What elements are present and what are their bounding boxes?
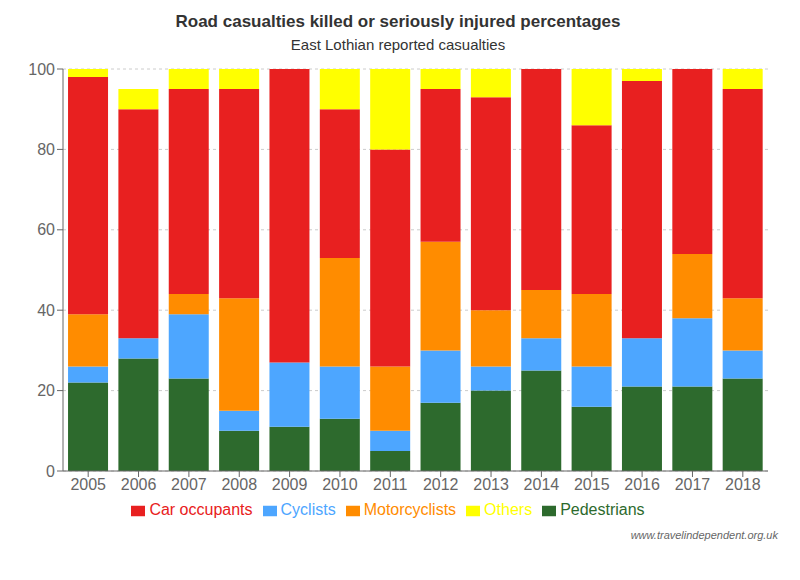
svg-text:2014: 2014 xyxy=(524,476,560,493)
html-text:Motorcyclists: Motorcyclists xyxy=(363,501,457,518)
html-text:Road casualties killed or seri: Road casualties killed or seriously inju… xyxy=(175,12,621,31)
svg-text:2012: 2012 xyxy=(423,476,459,493)
svg-text:2011: 2011 xyxy=(373,476,408,493)
svg-text:2016: 2016 xyxy=(624,476,660,493)
svg-text:2008: 2008 xyxy=(221,476,257,493)
svg-text:2013: 2013 xyxy=(473,476,509,493)
svg-text:100: 100 xyxy=(28,61,55,78)
svg-text:80: 80 xyxy=(37,141,55,158)
svg-text:60: 60 xyxy=(37,221,55,238)
svg-text:20: 20 xyxy=(37,382,55,399)
html-text:Car occupants: Car occupants xyxy=(149,501,253,518)
svg-text:2015: 2015 xyxy=(574,476,610,493)
svg-text:0: 0 xyxy=(46,463,55,480)
svg-text:2009: 2009 xyxy=(272,476,308,493)
svg-text:40: 40 xyxy=(37,302,55,319)
html-text:www.travelindependent.org.uk: www.travelindependent.org.uk xyxy=(630,529,778,541)
html-text:Pedestrians: Pedestrians xyxy=(560,501,645,518)
html-text:Others: Others xyxy=(484,501,533,518)
svg-text:2017: 2017 xyxy=(675,476,711,493)
svg-text:2018: 2018 xyxy=(725,476,761,493)
svg-text:2007: 2007 xyxy=(171,476,207,493)
html-text:Cyclists: Cyclists xyxy=(280,501,336,518)
svg-text:2005: 2005 xyxy=(70,476,106,493)
svg-text:2010: 2010 xyxy=(322,476,358,493)
svg-text:2006: 2006 xyxy=(121,476,157,493)
html-text:East Lothian reported casualti: East Lothian reported casualties xyxy=(290,36,506,53)
